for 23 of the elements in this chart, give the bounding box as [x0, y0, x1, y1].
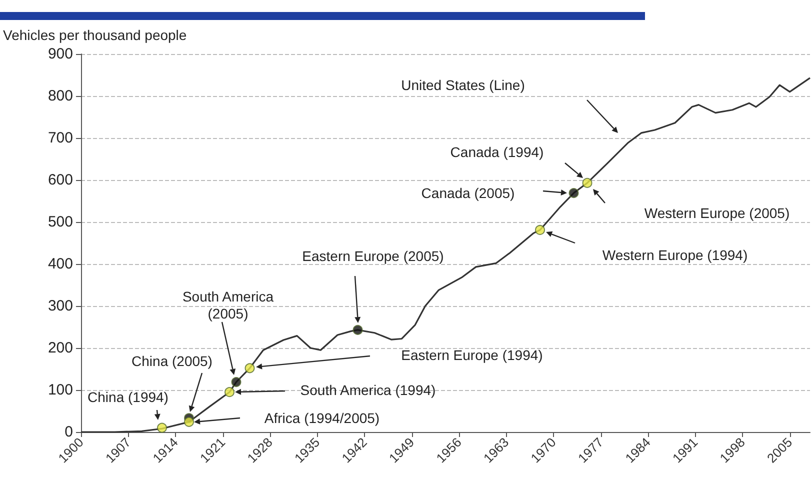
annotation: Western Europe (1994)	[602, 247, 748, 263]
y-tick-label: 400	[48, 256, 73, 272]
annotation: Canada (2005)	[421, 185, 515, 201]
y-tick-label: 800	[48, 88, 73, 104]
annotation: United States (Line)	[401, 77, 525, 93]
annotation: South America (1994)	[300, 382, 436, 398]
annotation: China (1994)	[88, 389, 168, 405]
y-tick-label: 500	[48, 214, 73, 230]
annotation: Africa (1994/2005)	[264, 410, 380, 426]
annotation: Eastern Europe (2005)	[302, 248, 444, 264]
y-axis-title: Vehicles per thousand people	[3, 27, 187, 43]
y-tick-label: 100	[48, 382, 73, 398]
annotation: Eastern Europe (1994)	[401, 347, 543, 363]
y-tick-label: 600	[48, 172, 73, 188]
annotation: Canada (1994)	[450, 144, 544, 160]
y-tick-label: 900	[48, 46, 73, 62]
y-tick-label: 0	[64, 424, 73, 440]
annotation: South America (2005)	[182, 288, 274, 322]
annotation: China (2005)	[132, 353, 212, 369]
y-tick-label: 200	[48, 340, 73, 356]
y-tick-label: 300	[48, 298, 73, 314]
y-tick-label: 700	[48, 130, 73, 146]
annotation: Western Europe (2005)	[644, 205, 790, 221]
